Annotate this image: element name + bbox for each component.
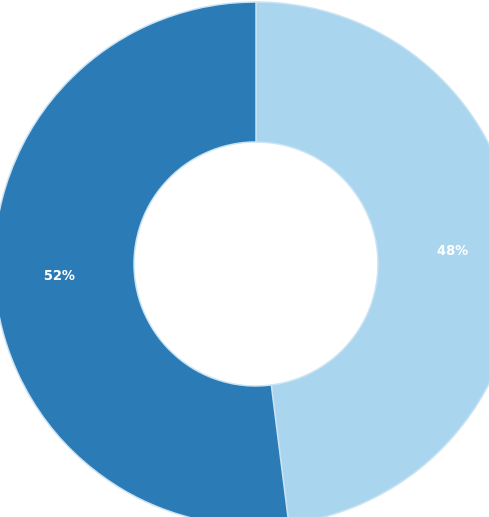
donut-segment	[0, 1, 289, 517]
donut-segment	[255, 1, 489, 517]
data-label: 48%	[437, 244, 468, 259]
data-label: 52%	[44, 269, 75, 284]
